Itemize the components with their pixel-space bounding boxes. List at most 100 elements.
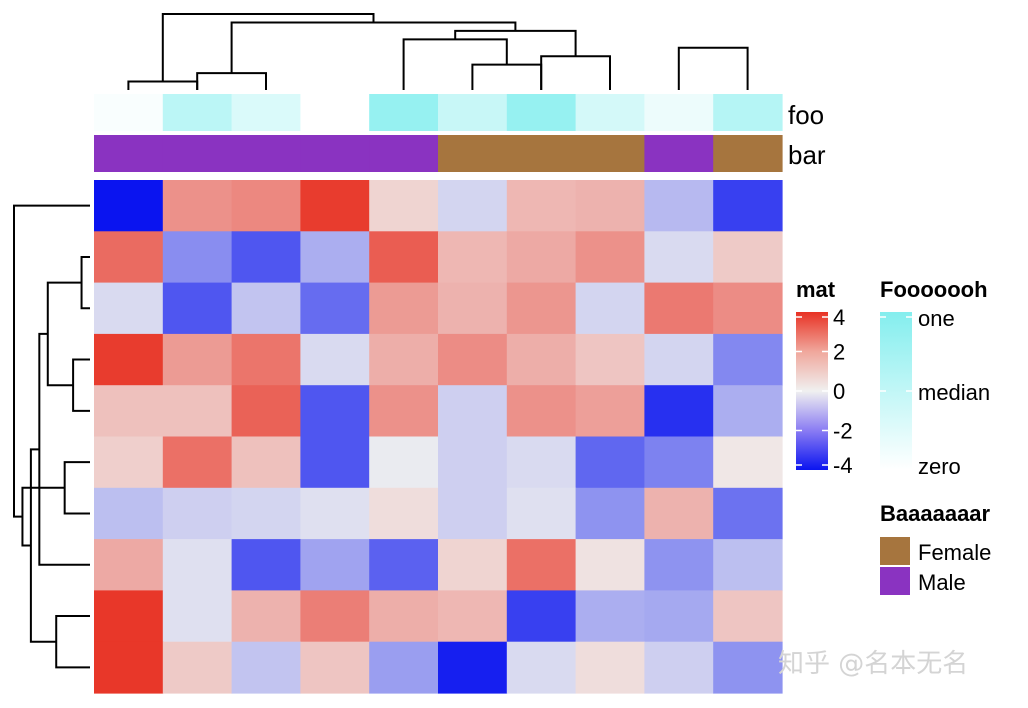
heatmap-cell (369, 282, 439, 335)
foo-annotation-cell (162, 94, 233, 131)
bar-annotation-cell (506, 135, 577, 172)
column-dendrogram-branch (454, 29, 577, 57)
foo-annotation-cell (369, 94, 439, 131)
row-dendrogram-branch (13, 204, 90, 518)
foo-legend: Fooooooh one median zero (880, 277, 990, 479)
heatmap-cell (713, 180, 783, 232)
foo-annotation-cell (94, 94, 164, 131)
heatmap-cell (94, 333, 164, 386)
heatmap-cell (300, 436, 370, 489)
bar-annotation-cell (438, 135, 508, 172)
bar-annotation-cell (231, 135, 301, 172)
heatmap-cell (506, 282, 577, 335)
heatmap-cell (713, 590, 783, 643)
heatmap-cell (369, 333, 439, 386)
heatmap-cell (94, 180, 164, 232)
foo-legend-label-median: median (918, 380, 990, 405)
heatmap-cell (644, 436, 714, 489)
heatmap-cell (644, 180, 714, 232)
heatmap-cell (94, 590, 164, 643)
mat-legend-tick-label: -2 (833, 419, 853, 444)
heatmap-cell (231, 436, 301, 489)
row-dendrogram-branch (72, 358, 90, 412)
heatmap-cell (162, 487, 233, 540)
heatmap-cell (575, 282, 645, 335)
heatmap-cell (506, 641, 577, 694)
foo-annotation-cell (506, 94, 577, 131)
heatmap-cell (369, 641, 439, 694)
foo-legend-label-one: one (918, 306, 955, 331)
heatmap-cell (162, 180, 233, 232)
heatmap-cell (231, 590, 301, 643)
heatmap-cell (231, 385, 301, 438)
row-dendrogram-branch (21, 486, 65, 547)
heatmap-cell (231, 641, 301, 694)
heatmap-cell (713, 385, 783, 438)
heatmap-cell (644, 539, 714, 591)
heatmap-cell (162, 539, 233, 591)
foo-legend-title: Fooooooh (880, 277, 988, 302)
heatmap-cell (713, 487, 783, 540)
column-dendrogram (127, 13, 749, 90)
heatmap-cell (369, 539, 439, 591)
heatmap-cell (162, 231, 233, 284)
bar-legend-swatch-male (880, 567, 910, 595)
row-dendrogram-branch (29, 448, 57, 643)
heatmap-cell (713, 539, 783, 591)
heatmap-cell (575, 641, 645, 694)
heatmap-cell (438, 282, 508, 335)
heatmap-cell (506, 231, 577, 284)
heatmap-cell (713, 436, 783, 489)
heatmap-cell (369, 231, 439, 284)
bar-annotation-cell (94, 135, 164, 172)
heatmap-cell (506, 333, 577, 386)
bar-annotation-cell (300, 135, 370, 172)
foo-annotation-cell (713, 94, 783, 131)
column-dendrogram-branch (196, 72, 267, 90)
column-dendrogram-branch (161, 13, 375, 82)
heatmap-cell (506, 385, 577, 438)
heatmap-cell (231, 333, 301, 386)
heatmap-cell (162, 590, 233, 643)
foo-annotation-cell (575, 94, 645, 131)
heatmap-cell (713, 641, 783, 694)
row-dendrogram-branch (55, 615, 90, 669)
heatmap-cell (575, 333, 645, 386)
heatmap-cell (231, 539, 301, 591)
foo-annotation-cell (644, 94, 714, 131)
heatmap-cell (644, 282, 714, 335)
foo-annotation-cell (231, 94, 301, 131)
bar-annotation-cell (713, 135, 783, 172)
bar-legend-title: Baaaaaaar (880, 501, 991, 526)
heatmap-cell (300, 590, 370, 643)
heatmap-cell (644, 231, 714, 284)
heatmap-cell (369, 487, 439, 540)
heatmap-cell (231, 180, 301, 232)
heatmap-cell (231, 231, 301, 284)
bar-annotation-cell (162, 135, 233, 172)
heatmap-cell (162, 436, 233, 489)
mat-legend: mat 4 2 0 -2 -4 (796, 277, 853, 478)
heatmap-cell (300, 487, 370, 540)
column-dendrogram-branch (471, 63, 543, 90)
heatmap-cell (713, 231, 783, 284)
heatmap-cell (438, 180, 508, 232)
heatmap-cells (94, 180, 783, 694)
heatmap-cell (438, 385, 508, 438)
heatmap-cell (506, 436, 577, 489)
bar-legend-label-female: Female (918, 540, 991, 565)
heatmap-cell (94, 231, 164, 284)
heatmap-cell (162, 333, 233, 386)
bar-annotation-cell (369, 135, 439, 172)
heatmap-cell (575, 180, 645, 232)
heatmap-cell (231, 487, 301, 540)
heatmap-cell (438, 641, 508, 694)
heatmap-cell (713, 282, 783, 335)
heatmap-cell (300, 282, 370, 335)
heatmap-cell (575, 487, 645, 540)
heatmap-cell (300, 180, 370, 232)
heatmap-cell (438, 231, 508, 284)
heatmap-cell (438, 590, 508, 643)
heatmap-cell (300, 231, 370, 284)
heatmap-cell (438, 539, 508, 591)
